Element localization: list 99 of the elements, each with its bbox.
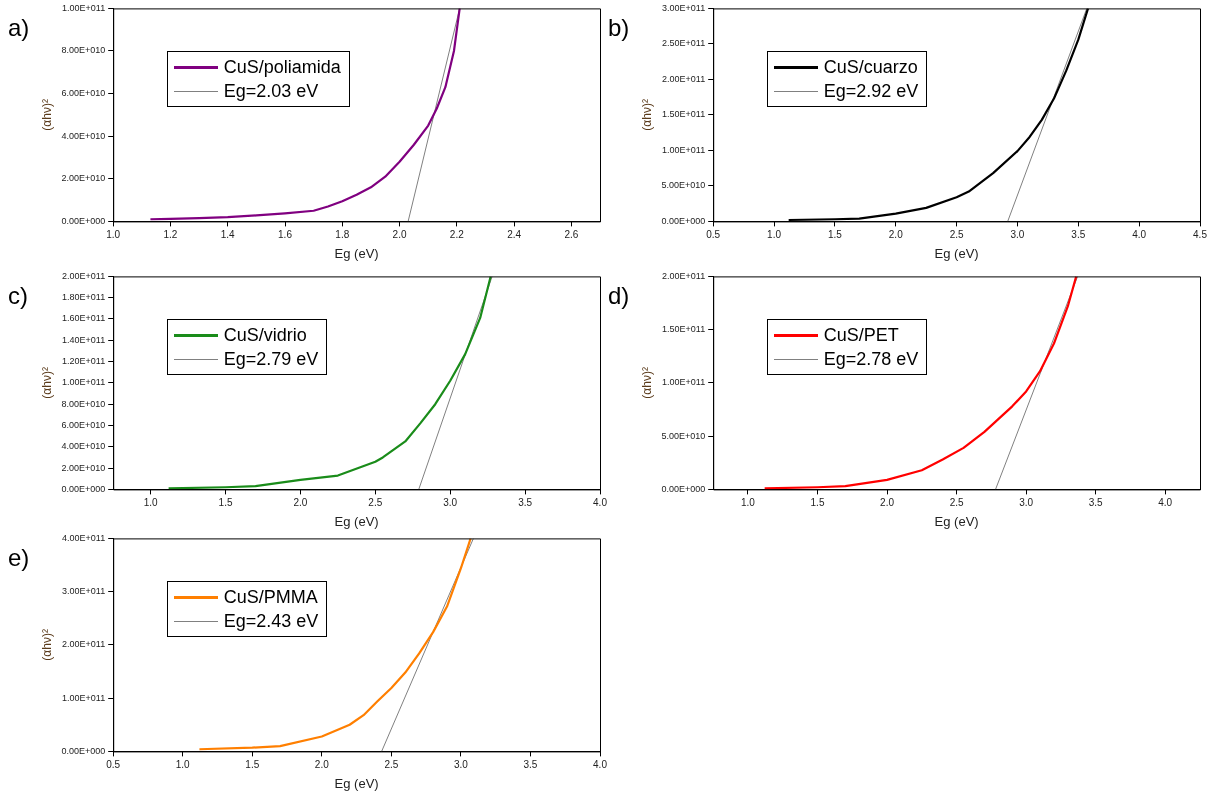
- y-axis-title: (αhν)²: [39, 629, 54, 661]
- legend-label: CuS/PMMA: [223, 586, 318, 609]
- x-tick-label: 1.0: [767, 229, 782, 241]
- y-tick-label: 0.00E+000: [661, 215, 706, 226]
- y-tick-label: 0.00E+000: [661, 483, 706, 494]
- y-tick-label: 1.00E+011: [662, 144, 706, 155]
- legend-label: Eg=2.79 eV: [223, 348, 319, 371]
- x-tick-label: 1.0: [175, 759, 191, 771]
- x-tick-label: 2.5: [949, 229, 964, 241]
- x-tick-label: 3.5: [523, 759, 538, 771]
- x-tick-label: 2.0: [392, 229, 407, 241]
- y-tick-label: 5.00E+010: [661, 430, 706, 441]
- y-tick-label: 1.50E+011: [662, 324, 706, 335]
- x-tick-label: 2.5: [949, 497, 964, 509]
- x-tick-label: 2.2: [449, 229, 465, 241]
- y-tick-label: 1.20E+011: [62, 356, 106, 367]
- x-tick-label: 2.0: [888, 229, 904, 241]
- x-tick-label: 2.0: [293, 497, 308, 509]
- y-tick-label: 2.00E+011: [662, 270, 706, 281]
- y-tick-label: 1.00E+011: [62, 377, 106, 388]
- y-tick-label: 2.50E+011: [662, 38, 706, 49]
- x-tick-label: 3.0: [1019, 497, 1034, 509]
- x-tick-label: 1.4: [220, 229, 236, 241]
- chart-title: e): [8, 544, 30, 572]
- x-tick-label: 2.0: [314, 759, 330, 771]
- legend-label: CuS/cuarzo: [823, 56, 918, 79]
- x-tick-label: 2.6: [564, 229, 579, 241]
- y-tick-label: 0.00E+000: [61, 483, 106, 494]
- y-tick-label: 6.00E+010: [61, 419, 106, 430]
- y-tick-label: 2.00E+010: [61, 462, 106, 473]
- x-axis-title: Eg (eV): [934, 245, 979, 261]
- x-tick-label: 1.5: [245, 759, 260, 771]
- y-tick-label: 4.00E+010: [61, 441, 106, 452]
- y-tick-label: 1.80E+011: [62, 292, 106, 303]
- chart-title: d): [608, 282, 630, 310]
- y-tick-label: 3.00E+011: [662, 2, 706, 13]
- x-tick-label: 3.5: [1071, 229, 1086, 241]
- legend-label: Eg=2.03 eV: [223, 80, 319, 103]
- y-tick-label: 4.00E+011: [62, 532, 106, 543]
- legend-label: CuS/PET: [823, 324, 899, 347]
- legend-label: Eg=2.43 eV: [223, 610, 319, 633]
- y-tick-label: 8.00E+010: [61, 45, 106, 56]
- y-tick-label: 1.60E+011: [62, 313, 106, 324]
- y-tick-label: 1.40E+011: [62, 334, 106, 345]
- y-tick-label: 0.00E+000: [61, 215, 106, 226]
- x-tick-label: 4.0: [593, 759, 608, 771]
- legend-label: CuS/vidrio: [223, 324, 307, 347]
- x-tick-label: 4.5: [1193, 229, 1208, 241]
- y-tick-label: 3.00E+011: [62, 586, 106, 597]
- x-axis-title: Eg (eV): [934, 513, 979, 529]
- x-axis-title: Eg (eV): [334, 513, 379, 529]
- x-tick-label: 3.0: [1010, 229, 1025, 241]
- x-tick-label: 1.0: [741, 497, 756, 509]
- y-tick-label: 6.00E+010: [61, 88, 106, 99]
- y-tick-label: 0.00E+000: [61, 745, 106, 756]
- y-tick-label: 2.00E+010: [61, 173, 106, 184]
- x-tick-label: 2.0: [880, 497, 895, 509]
- chart-title: b): [608, 14, 630, 42]
- y-tick-label: 1.00E+011: [62, 2, 106, 13]
- x-tick-label: 3.0: [453, 759, 469, 771]
- y-tick-label: 4.00E+010: [61, 130, 106, 141]
- x-tick-label: 2.5: [384, 759, 399, 771]
- x-tick-label: 2.5: [368, 497, 383, 509]
- chart-title: a): [8, 14, 30, 42]
- x-tick-label: 2.4: [507, 229, 522, 241]
- y-axis-title: (αhν)²: [639, 367, 654, 399]
- x-tick-label: 3.5: [518, 497, 533, 509]
- y-tick-label: 1.00E+011: [662, 377, 706, 388]
- legend-label: CuS/poliamida: [223, 56, 341, 79]
- x-tick-label: 1.6: [278, 229, 293, 241]
- y-axis-title: (αhν)²: [39, 367, 54, 399]
- y-tick-label: 2.00E+011: [62, 270, 106, 281]
- x-tick-label: 1.0: [143, 497, 159, 509]
- x-tick-label: 4.0: [1132, 229, 1147, 241]
- x-tick-label: 1.5: [810, 497, 825, 509]
- x-tick-label: 1.0: [106, 229, 121, 241]
- y-tick-label: 1.50E+011: [662, 109, 706, 120]
- x-axis-title: Eg (eV): [334, 775, 379, 791]
- y-tick-label: 2.00E+011: [662, 73, 706, 84]
- x-tick-label: 4.0: [593, 497, 608, 509]
- y-axis-title: (αhν)²: [39, 99, 54, 131]
- x-tick-label: 1.5: [827, 229, 843, 241]
- legend-label: Eg=2.78 eV: [823, 348, 919, 371]
- x-tick-label: 1.2: [163, 229, 178, 241]
- y-axis-title: (αhν)²: [639, 99, 654, 131]
- x-tick-label: 1.5: [218, 497, 233, 509]
- chart-title: c): [8, 282, 28, 310]
- x-tick-label: 0.5: [706, 229, 721, 241]
- x-axis-title: Eg (eV): [334, 245, 379, 261]
- x-tick-label: 1.8: [335, 229, 350, 241]
- y-tick-label: 1.00E+011: [62, 692, 106, 703]
- x-tick-label: 0.5: [106, 759, 121, 771]
- x-tick-label: 4.0: [1158, 497, 1173, 509]
- x-tick-label: 3.0: [443, 497, 458, 509]
- x-tick-label: 3.5: [1088, 497, 1104, 509]
- legend-label: Eg=2.92 eV: [823, 80, 919, 103]
- y-tick-label: 2.00E+011: [62, 639, 106, 650]
- y-tick-label: 5.00E+010: [661, 180, 706, 191]
- y-tick-label: 8.00E+010: [61, 398, 106, 409]
